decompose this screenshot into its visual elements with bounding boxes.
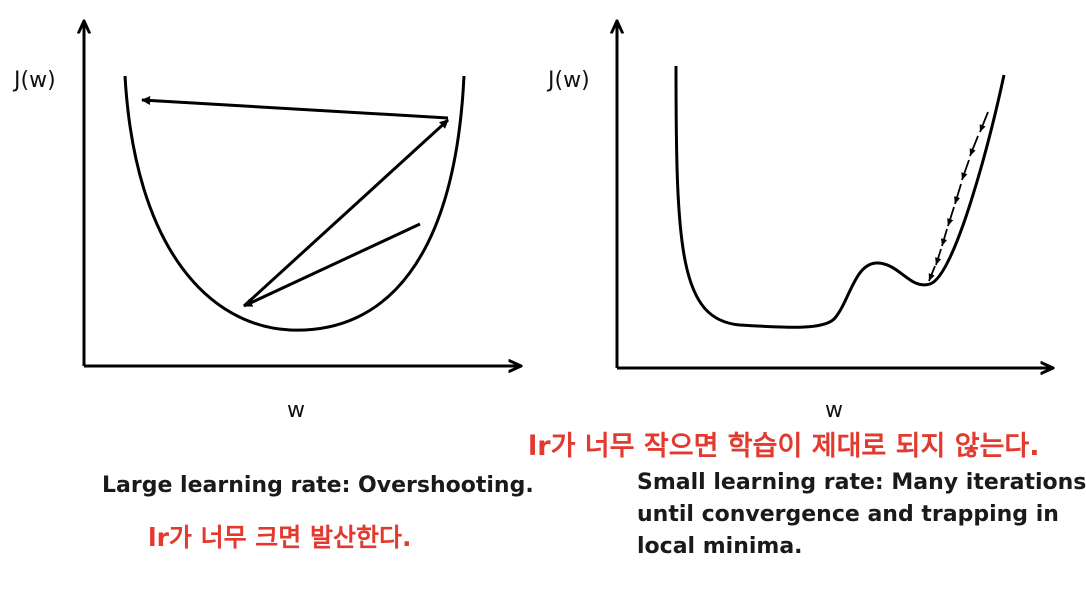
right-plot (617, 22, 1052, 368)
small-step-arrow (935, 248, 942, 266)
small-step-arrow (961, 159, 970, 181)
left-x-axis-label: w (287, 398, 305, 423)
left-cost-curve (123, 75, 466, 332)
right-caption-line-3: local minima. (637, 534, 803, 559)
left-y-axis-label: J(w) (14, 68, 56, 93)
right-caption-line-2: until convergence and trapping in (637, 502, 1059, 527)
overshoot-arrow-3 (141, 95, 449, 120)
small-step-arrow (928, 265, 936, 282)
small-step-arrow (969, 135, 979, 157)
right-y-axis-label: J(w) (548, 68, 590, 93)
right-caption-line-1: Small learning rate: Many iterations (637, 470, 1086, 495)
small-step-arrow (979, 111, 989, 133)
left-annotation: lr가 너무 크면 발산한다. (148, 523, 412, 552)
small-step-arrow (940, 228, 948, 247)
left-plot (84, 22, 520, 366)
left-caption: Large learning rate: Overshooting. (102, 473, 534, 498)
right-cost-curve (674, 65, 1006, 329)
overshoot-arrow-1 (243, 222, 421, 308)
small-step-arrows (928, 111, 989, 282)
right-x-axis-label: w (825, 398, 843, 423)
overshoot-arrow-2 (242, 118, 450, 308)
right-annotation: lr가 너무 작으면 학습이 제대로 되지 않는다. (528, 431, 1040, 462)
small-step-arrow (954, 183, 962, 205)
small-step-arrow (947, 206, 955, 227)
